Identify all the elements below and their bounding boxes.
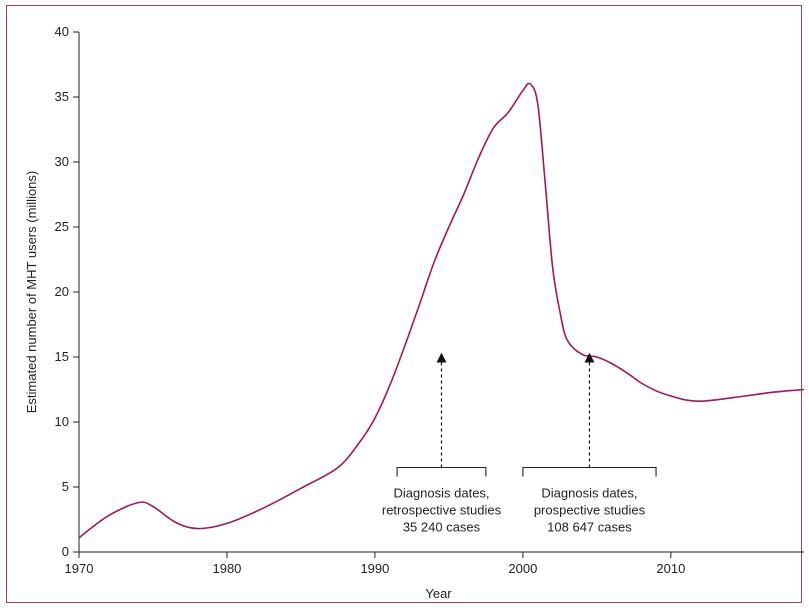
annotation-text: retrospective studies <box>382 503 502 518</box>
y-tick-label: 10 <box>55 414 69 429</box>
y-tick-label: 30 <box>55 154 69 169</box>
x-axis-label: Year <box>425 586 452 601</box>
x-tick-label: 1970 <box>65 561 94 576</box>
y-tick-label: 0 <box>62 544 69 559</box>
y-tick-label: 40 <box>55 24 69 39</box>
annotation-text: 35 240 cases <box>403 520 481 535</box>
annotation-text: 108 647 cases <box>547 520 632 535</box>
annotation-text: prospective studies <box>534 503 646 518</box>
annotation-text: Diagnosis dates, <box>541 486 637 501</box>
x-tick-label: 1980 <box>212 561 241 576</box>
y-tick-label: 25 <box>55 219 69 234</box>
series-line-0 <box>78 82 805 539</box>
chart-frame <box>6 5 802 603</box>
annotation-bracket <box>522 466 657 477</box>
y-axis-label: Estimated number of MHT users (millions) <box>24 171 39 414</box>
y-tick-label: 5 <box>62 479 69 494</box>
y-tick-label: 35 <box>55 89 69 104</box>
x-tick-label: 1990 <box>360 561 389 576</box>
annotation-bracket <box>396 466 487 477</box>
x-tick-label: 2010 <box>656 561 685 576</box>
y-tick-label: 20 <box>55 284 69 299</box>
annotation-text: Diagnosis dates, <box>393 486 489 501</box>
y-tick-label: 15 <box>55 349 69 364</box>
x-tick-label: 2000 <box>508 561 537 576</box>
